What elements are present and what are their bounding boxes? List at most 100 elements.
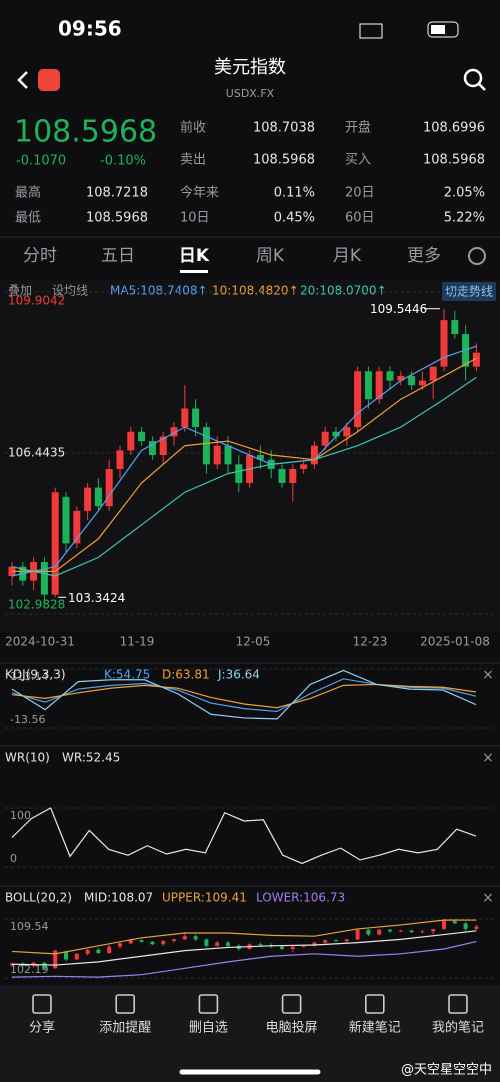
- app-icon: [38, 69, 60, 91]
- candle-body: [321, 431, 329, 446]
- tab[interactable]: 五日: [101, 246, 135, 266]
- ma-line: [11, 345, 477, 577]
- battery-icon: [427, 21, 459, 38]
- candle-body: [170, 427, 178, 437]
- candle-body: [397, 375, 405, 381]
- nav-label[interactable]: 删自选: [189, 1021, 228, 1036]
- signal-icon: [359, 23, 383, 39]
- nav-icon[interactable]: [364, 994, 385, 1014]
- low-annotation: 103.3424: [68, 591, 125, 605]
- toolbar-ma-label: MA5:108.7408↑: [110, 284, 208, 298]
- bottom-bar: [0, 985, 500, 1082]
- stat-label: 买入: [345, 153, 371, 168]
- stat-value: 0.11%: [274, 186, 315, 201]
- stat-value: 108.5968: [253, 153, 315, 168]
- boll-candle-body: [377, 929, 382, 935]
- close-button[interactable]: ×: [482, 890, 494, 906]
- back-button[interactable]: [17, 71, 28, 89]
- x-tick-label: 11-19: [120, 635, 155, 649]
- close-button[interactable]: ×: [482, 667, 494, 683]
- stat-label: 开盘: [345, 120, 371, 136]
- candle-body: [256, 455, 264, 460]
- change: -0.1070: [16, 154, 66, 169]
- candle-body: [332, 431, 340, 437]
- nav-label[interactable]: 电脑投屏: [266, 1020, 318, 1036]
- kdj-j: J:36.64: [217, 668, 260, 682]
- candle-body: [235, 464, 243, 483]
- candle-body: [418, 380, 426, 386]
- kdj-line: [11, 683, 477, 709]
- boll-candle-body: [312, 942, 317, 946]
- y-tick-label: 0: [10, 852, 17, 865]
- stat-label: 10日: [180, 211, 210, 226]
- boll-candle-body: [172, 939, 176, 941]
- close-button[interactable]: ×: [482, 750, 494, 766]
- nav-icon[interactable]: [115, 994, 135, 1014]
- nav-label[interactable]: 我的笔记: [432, 1020, 484, 1036]
- stat-value: 108.5968: [86, 211, 148, 226]
- tab[interactable]: 分时: [23, 246, 57, 266]
- change-pct: -0.10%: [100, 154, 146, 169]
- candle-body: [159, 436, 167, 456]
- candle-body: [440, 320, 448, 367]
- settings-button[interactable]: [468, 247, 486, 265]
- candle-body: [451, 320, 459, 335]
- nav-label[interactable]: 分享: [29, 1020, 55, 1036]
- x-tick-label: 12-23: [353, 635, 388, 649]
- nav-icon[interactable]: [281, 994, 302, 1014]
- toolbar-ma-label: 20:108.0700↑: [300, 284, 387, 298]
- boll-candle-body: [355, 929, 360, 940]
- candle-body: [40, 562, 48, 595]
- candle-body: [364, 371, 372, 400]
- boll-candle-body: [42, 962, 47, 969]
- y-tick-label: 109.54: [10, 920, 49, 933]
- price: 108.5968: [14, 115, 157, 150]
- nav-label[interactable]: 新建笔记: [349, 1020, 401, 1036]
- boll-candle-body: [420, 931, 425, 933]
- x-tick-label: 2025-01-08: [420, 635, 490, 649]
- boll-candle-body: [366, 929, 371, 935]
- boll-candle-body: [74, 953, 79, 960]
- candle-body: [116, 450, 124, 469]
- candle-body: [472, 352, 480, 367]
- boll-candle-body: [204, 939, 209, 946]
- tab[interactable]: 月K: [333, 246, 362, 266]
- boll-candle-body: [64, 951, 68, 960]
- tab[interactable]: 日K: [179, 246, 210, 266]
- boll-candle-body: [53, 950, 58, 969]
- boll-candle-body: [452, 920, 457, 924]
- boll-candle-body: [226, 942, 230, 946]
- kdj-label: KDJ(9,3,3): [5, 668, 66, 682]
- candle-body: [408, 375, 416, 386]
- nav-label[interactable]: 添加提醒: [99, 1020, 151, 1036]
- candle-body: [300, 464, 308, 469]
- stat-value: 0.45%: [274, 211, 315, 226]
- stat-value: 2.05%: [444, 186, 485, 201]
- stat-value: 108.6996: [423, 121, 485, 136]
- boll-candle-body: [388, 929, 392, 932]
- x-tick-label: 2024-10-31: [5, 635, 75, 649]
- wr-label: WR(10): [5, 751, 50, 765]
- candle-body: [51, 492, 59, 595]
- nav-icon[interactable]: [448, 994, 468, 1014]
- wr-line: [11, 807, 477, 865]
- search-button[interactable]: [463, 68, 483, 88]
- boll-candle-body: [85, 949, 90, 954]
- tab[interactable]: 周K: [256, 246, 285, 266]
- kdj-d: D:63.81: [162, 668, 210, 682]
- status-time: 09:56: [58, 17, 122, 41]
- boll-candle-body: [323, 940, 328, 943]
- candle-body: [386, 371, 394, 381]
- nav-icon[interactable]: [32, 994, 52, 1014]
- toolbar-set-ma[interactable]: 设均线: [52, 284, 88, 298]
- stat-value: 108.5968: [423, 153, 485, 168]
- candle-body: [138, 431, 146, 442]
- tab[interactable]: 更多: [407, 246, 441, 266]
- toolbar-overlay[interactable]: 叠加: [8, 284, 32, 298]
- nav-icon[interactable]: [198, 994, 219, 1014]
- y-tick-label: 113.14: [10, 670, 49, 683]
- boll-candle-body: [474, 926, 479, 929]
- tab-underline: [180, 270, 208, 273]
- candle-body: [148, 441, 156, 456]
